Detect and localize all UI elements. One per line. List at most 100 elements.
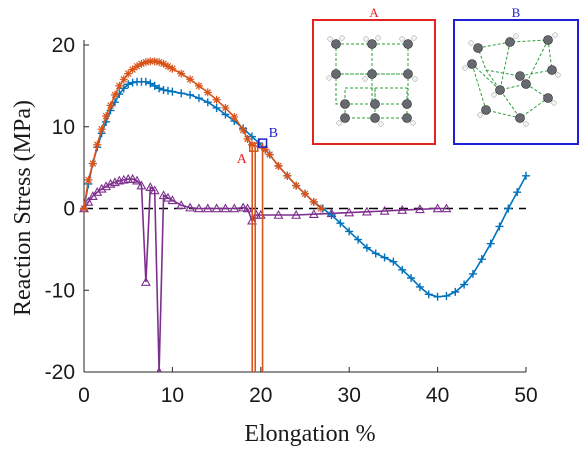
series-1-point [115,90,124,99]
series-2-point [177,69,186,78]
series-1-point [327,211,336,220]
x-tick-label: 0 [78,384,90,407]
series-1-point [513,188,522,197]
series-1-point [128,78,137,87]
series-3-point [379,205,390,215]
y-tick-label: -10 [45,279,75,302]
series-2-point [316,204,325,213]
series-1-point [124,80,133,89]
series-1-point [177,89,186,98]
series-1-point [150,81,159,90]
series-2-point [97,125,106,134]
series-2-point [203,88,212,97]
series-3-point [414,204,425,214]
series-2-point [88,159,97,168]
series-2-point [133,62,142,71]
series-1-point [495,222,504,231]
series-2-point [106,101,115,110]
series-2-point [163,62,172,71]
series-3-point [158,190,169,200]
series-3-point [132,175,142,185]
series-3-point [163,192,173,202]
series-3-point [308,209,319,218]
series-2-point [239,126,248,135]
series-3-point [96,183,107,193]
series-2-point [309,197,318,206]
series-2-point [124,69,133,78]
series-3-point [432,203,443,213]
series-2-point [84,175,93,184]
series-1-point [163,86,172,95]
series-3-point [127,173,138,183]
x-tick-label: 40 [426,384,449,407]
series-2-point [150,57,159,66]
series-2-point [155,58,164,67]
series-2-point [159,59,168,68]
marker-a-square [248,142,259,152]
series-2-point [119,75,128,84]
series-3-point [83,196,94,206]
series-1-point [212,103,221,112]
series-1-point [477,255,486,264]
series-3 [79,173,452,372]
series-2-point [212,95,221,104]
series-1-point [155,84,164,93]
series-3-point [149,185,160,195]
y-axis-label: Reaction Stress (MPa) [10,100,36,316]
series-2-point [93,140,102,149]
y-tick-label: 20 [52,34,75,57]
series-1-point [168,87,177,96]
series-3-point [176,200,187,209]
series-2-point [230,112,239,121]
marker-b-square [257,138,268,148]
series-2-point [186,75,195,84]
series-1-point [159,85,168,94]
series-1-point [522,171,530,180]
series-1-point [415,282,424,291]
inset-a-title: A [369,5,379,20]
series-2-point [243,135,252,144]
molecule-cluster-a-image [326,35,418,127]
series-2-point [274,161,283,170]
x-tick-label: 10 [161,384,184,407]
series-2-point [80,204,88,213]
series-1-point [442,291,451,300]
series-1-point [433,292,442,301]
series-3-point [441,203,452,213]
inset-b: B [453,5,579,145]
annotation-layer: AB [237,126,278,372]
series-1-point [194,94,203,103]
y-tick-label: 10 [52,116,75,139]
series-3-point [344,207,355,217]
series-1-point [380,253,389,262]
series-1-point [345,227,354,236]
series-3-point [167,195,178,205]
series-2-point [168,64,177,73]
series-2-point [283,171,292,180]
series-2-point [137,59,146,68]
x-tick-label: 50 [514,384,537,407]
series-3-point [211,203,222,213]
series-3-point [220,203,231,213]
series-2-point [146,57,155,66]
series-1-point [460,280,469,289]
series-1-point [468,269,477,278]
series-2-point [115,81,124,90]
series-1-point [362,243,371,252]
series-1-point [424,290,433,299]
series-1-point [398,265,407,274]
inset-a: A [312,5,436,145]
series-3-point [229,203,240,213]
series-3-point [242,203,253,213]
series-3-point [140,276,151,286]
series-1-point [186,90,195,99]
series-2-point [194,81,203,90]
y-tick-label: -20 [45,361,75,384]
series-3-point [273,209,284,219]
series-3-point [185,202,196,212]
series-3-point [193,203,204,213]
series-2-point [128,65,137,74]
y-tick-label: 0 [63,198,75,221]
series-1-point [389,257,398,266]
